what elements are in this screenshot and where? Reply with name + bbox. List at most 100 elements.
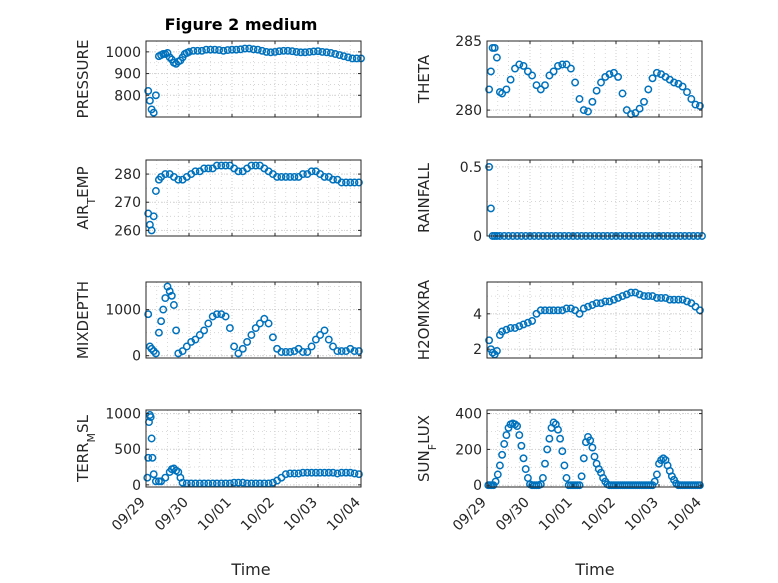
data-point bbox=[320, 326, 329, 335]
data-point bbox=[163, 48, 172, 57]
data-point bbox=[147, 434, 156, 443]
data-point bbox=[350, 347, 359, 356]
data-point bbox=[316, 331, 325, 339]
y-axis-label: TERRMSL bbox=[74, 414, 98, 483]
axes-box bbox=[145, 159, 362, 237]
data-point bbox=[346, 468, 355, 477]
data-point bbox=[648, 292, 657, 301]
data-point bbox=[541, 459, 549, 468]
data-point bbox=[200, 164, 209, 173]
data-point bbox=[223, 46, 232, 55]
data-point bbox=[240, 44, 249, 53]
data-point bbox=[665, 295, 674, 304]
data-point bbox=[191, 167, 200, 176]
data-point bbox=[309, 47, 318, 56]
y-tick-label: 0 bbox=[473, 229, 482, 245]
data-point bbox=[144, 86, 153, 95]
data-point bbox=[344, 53, 353, 62]
data-point bbox=[485, 162, 494, 171]
data-point bbox=[558, 60, 567, 69]
data-point bbox=[661, 293, 670, 302]
data-point bbox=[178, 347, 187, 356]
data-point bbox=[318, 47, 327, 56]
data-point bbox=[571, 78, 580, 87]
x-tick-label: 10/02 bbox=[579, 495, 619, 535]
y-tick-label: 280 bbox=[114, 167, 141, 183]
data-point bbox=[511, 324, 519, 332]
data-point bbox=[498, 327, 507, 336]
data-point bbox=[159, 305, 168, 314]
data-point bbox=[342, 468, 350, 477]
data-point bbox=[271, 47, 279, 56]
y-tick-label: 1000 bbox=[105, 303, 141, 319]
data-point bbox=[326, 48, 335, 57]
data-point bbox=[631, 108, 640, 117]
data-point bbox=[500, 440, 509, 448]
axes-box bbox=[486, 159, 703, 237]
data-point bbox=[200, 326, 209, 335]
data-point bbox=[286, 469, 295, 478]
data-point bbox=[165, 287, 174, 296]
data-point bbox=[202, 45, 211, 54]
data-point bbox=[515, 60, 524, 69]
data-point bbox=[622, 290, 631, 299]
data-point bbox=[515, 322, 524, 331]
x-tick-label: 10/01 bbox=[195, 495, 235, 535]
data-point bbox=[640, 97, 648, 106]
y-tick-label: 800 bbox=[114, 88, 141, 104]
data-point bbox=[182, 342, 191, 351]
data-point bbox=[584, 107, 592, 116]
data-point bbox=[329, 468, 337, 477]
data-point bbox=[644, 292, 653, 301]
data-point bbox=[517, 441, 526, 450]
data-point bbox=[238, 344, 247, 353]
data-point bbox=[292, 47, 301, 56]
data-point bbox=[354, 347, 363, 356]
data-point bbox=[331, 50, 340, 58]
y-axis-label: SUNFLUX bbox=[415, 415, 439, 482]
data-point bbox=[683, 88, 691, 97]
subplot-rainfall: 0 0.5 RAINFALL bbox=[415, 159, 706, 245]
data-point bbox=[562, 474, 571, 482]
data-point bbox=[532, 81, 541, 90]
data-point bbox=[498, 450, 507, 459]
data-point bbox=[264, 319, 273, 328]
data-point bbox=[523, 318, 532, 327]
x-tick-label: 10/03 bbox=[622, 495, 662, 535]
data-point bbox=[635, 290, 644, 299]
data-point bbox=[255, 319, 264, 328]
data-point bbox=[566, 304, 575, 313]
subplot-theta: 280 285 THETA bbox=[415, 34, 704, 119]
data-point bbox=[301, 48, 310, 57]
data-point bbox=[167, 291, 176, 300]
data-point bbox=[579, 454, 588, 463]
y-axis-label: PRESSURE bbox=[74, 40, 92, 119]
subplot-sun-flux: 0 200 400 SUNFLUX 09/29 09/30 10/01 10/02 10/03 1… bbox=[415, 407, 705, 535]
data-point bbox=[144, 310, 153, 319]
data-point bbox=[488, 348, 497, 357]
data-point bbox=[337, 178, 346, 187]
data-point bbox=[311, 335, 320, 344]
data-point bbox=[486, 204, 495, 213]
data-point bbox=[149, 108, 158, 117]
data-point bbox=[678, 295, 687, 304]
data-point bbox=[146, 413, 155, 422]
subplot-mixdepth: 0 1000 MIXDEPTH bbox=[74, 281, 363, 365]
data-point bbox=[640, 292, 648, 301]
data-point bbox=[193, 46, 202, 55]
data-point bbox=[151, 91, 160, 100]
data-point bbox=[348, 54, 357, 63]
data-point bbox=[314, 47, 322, 56]
y-tick-label: 0 bbox=[132, 349, 141, 365]
axes-box bbox=[145, 409, 362, 488]
x-tick-label: 10/04 bbox=[324, 494, 364, 534]
data-point bbox=[307, 167, 316, 176]
data-point bbox=[515, 431, 524, 440]
data-point bbox=[286, 348, 295, 356]
data-point bbox=[290, 469, 299, 478]
data-point bbox=[562, 60, 571, 69]
y-tick-label: 270 bbox=[114, 195, 141, 211]
data-point bbox=[554, 425, 562, 434]
data-point bbox=[485, 85, 494, 94]
data-point bbox=[511, 420, 519, 429]
